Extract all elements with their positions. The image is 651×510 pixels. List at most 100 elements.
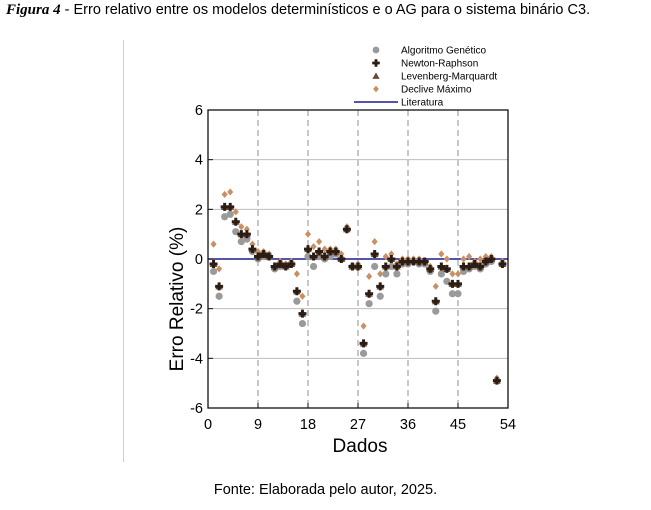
legend-plus-marker (372, 59, 380, 67)
diamond-point (360, 322, 367, 330)
plus-point (226, 202, 235, 211)
plus-point (237, 230, 246, 239)
legend-label: Literatura (401, 98, 444, 109)
circle-point (376, 292, 384, 300)
plus-point (431, 297, 440, 306)
circle-point (326, 252, 334, 261)
plus-point (365, 289, 374, 298)
plus-point (420, 257, 429, 266)
plus-point (359, 339, 368, 348)
x-tick-label: 0 (204, 417, 212, 433)
diamond-point (227, 188, 234, 196)
plus-point (220, 202, 229, 211)
diamond-point (438, 250, 445, 258)
plus-point (415, 257, 424, 266)
y-tick-label: -2 (190, 302, 203, 318)
circle-point (315, 252, 323, 261)
x-tick-label: 45 (450, 417, 466, 433)
plus-point (409, 257, 418, 266)
relative-error-chart: Algoritmo Genético Newton-Raphson Levenber… (167, 46, 516, 458)
plus-point (370, 250, 379, 259)
circle-point (448, 290, 457, 298)
circle-point (293, 297, 301, 305)
plus-point (470, 259, 479, 268)
circle-point (437, 270, 445, 278)
plus-point (276, 259, 285, 268)
plus-point (281, 262, 290, 271)
diamond-point (460, 255, 467, 263)
plus-point (448, 279, 457, 288)
figure-caption-text: - Erro relativo entre os modelos determi… (60, 2, 591, 18)
plus-point (242, 230, 251, 239)
legend-item: Declive Máximo (373, 85, 472, 96)
diamond-point (238, 223, 245, 231)
plus-point (337, 255, 346, 263)
diamond-point (254, 247, 262, 256)
x-tick-label: 36 (400, 417, 416, 433)
plus-point (265, 252, 274, 261)
diamond-point (210, 240, 217, 248)
diamond-point (388, 250, 395, 258)
diamond-point (249, 240, 256, 248)
legend-label: Levenberg-Marquardt (401, 72, 497, 83)
diamond-point (216, 265, 223, 273)
diamond-point (310, 242, 317, 251)
plus-point (426, 264, 435, 273)
circle-point (304, 252, 312, 261)
plus-point (287, 259, 296, 268)
diamond-point (366, 272, 373, 280)
plus-point (326, 247, 335, 256)
plus-point (465, 262, 474, 271)
plus-point (398, 257, 407, 266)
diamond-point (477, 255, 484, 263)
y-tick-label: -6 (190, 401, 203, 417)
plus-point (298, 309, 307, 318)
y-tick-label: 2 (195, 202, 203, 218)
circle-point (432, 307, 440, 315)
x-tick-label: 9 (254, 417, 262, 433)
plus-point (215, 282, 224, 291)
plus-point (320, 252, 329, 261)
plus-point (392, 262, 401, 271)
legend-item: Algoritmo Genético (372, 46, 486, 57)
diamond-point (321, 245, 328, 253)
legend-triangle-marker (372, 72, 380, 79)
y-axis-label: Erro Relativo (%) (167, 227, 188, 372)
circle-point (298, 319, 307, 328)
circle-point (365, 300, 373, 308)
circle-point (454, 290, 462, 298)
diamond-point (293, 270, 300, 278)
circle-point (215, 292, 223, 300)
legend-label: Declive Máximo (401, 85, 472, 96)
chart-legend: Algoritmo Genético Newton-Raphson Levenber… (354, 46, 497, 109)
figure-label: Figura 4 (6, 2, 61, 18)
plus-point (342, 225, 351, 234)
circle-point (393, 270, 401, 278)
plus-point (331, 247, 340, 256)
circle-point (459, 267, 468, 276)
circle-point (243, 235, 251, 243)
legend-label: Newton-Raphson (401, 59, 478, 70)
plus-point (498, 259, 507, 268)
circle-point (309, 262, 318, 271)
plus-point (254, 252, 262, 261)
plus-point (270, 262, 279, 271)
plus-point (404, 257, 412, 266)
diamond-point (371, 238, 378, 246)
plus-point (304, 245, 312, 254)
diamond-point (443, 255, 450, 263)
plus-point (259, 250, 268, 259)
plus-point (348, 262, 357, 271)
circle-point (371, 262, 379, 271)
circle-point (209, 267, 218, 276)
figure-frame-line (123, 40, 124, 462)
figure-caption: Figura 4 - Erro relativo entre os modelo… (6, 2, 590, 19)
diamond-point (243, 225, 250, 233)
diamond-point (221, 190, 228, 199)
figure-source: Fonte: Elaborada pelo autor, 2025. (213, 482, 438, 498)
y-tick-label: 0 (195, 252, 203, 268)
x-axis-label: Dados (333, 436, 388, 457)
legend-item: Levenberg-Marquardt (372, 72, 497, 83)
plus-point (315, 247, 324, 256)
plus-point (459, 262, 468, 271)
